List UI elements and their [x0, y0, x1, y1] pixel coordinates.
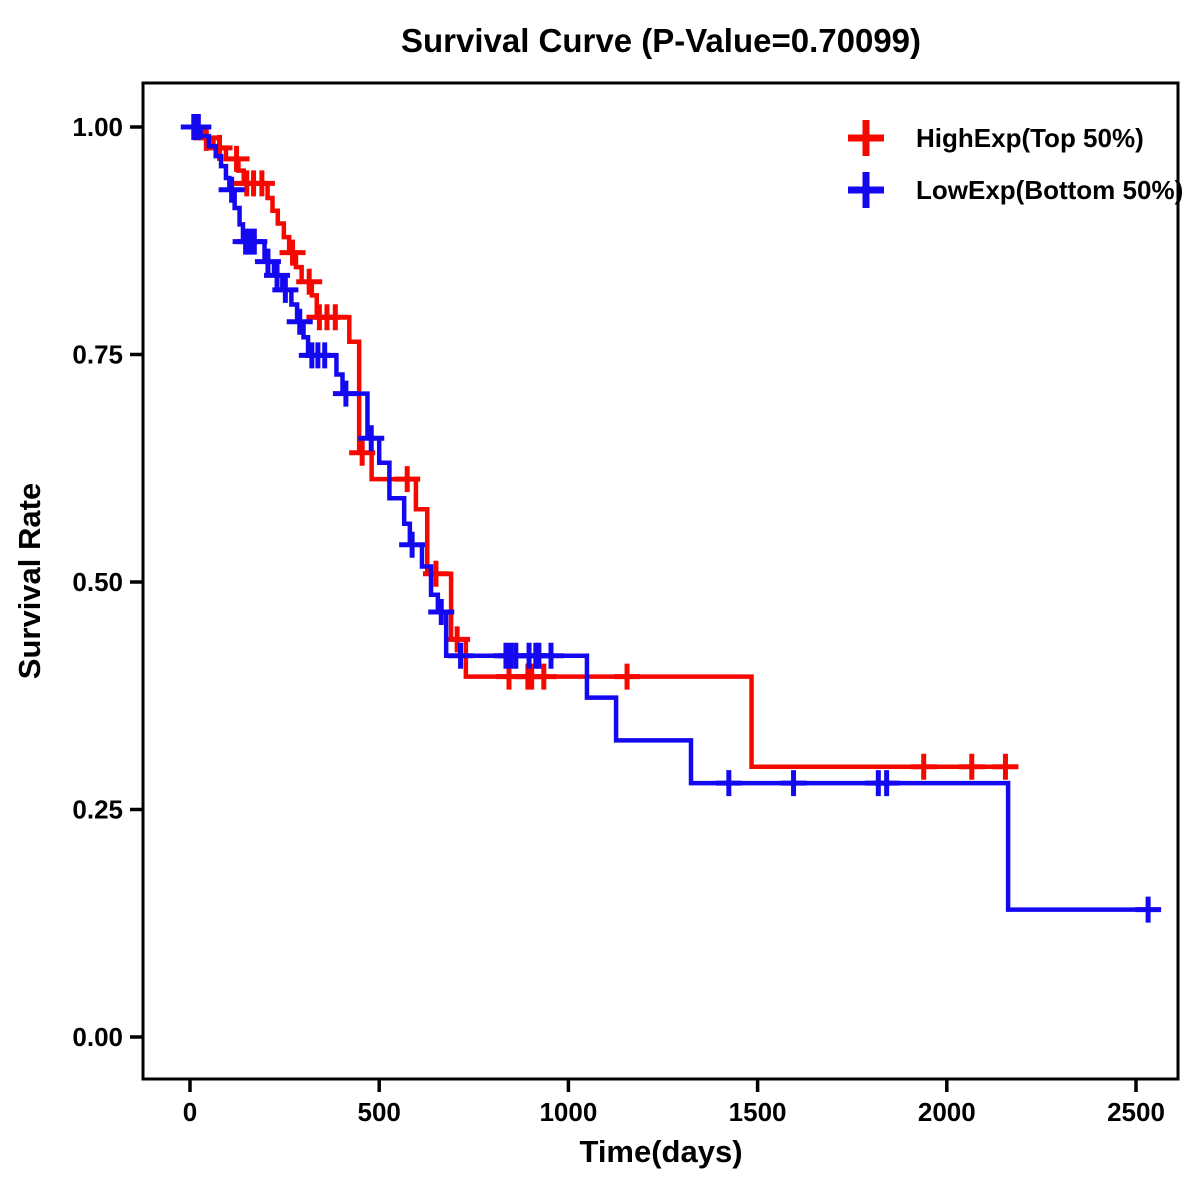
censor-mark: [286, 308, 313, 335]
censor-mark: [218, 176, 245, 203]
x-axis-tick-label: 0: [183, 1097, 197, 1127]
censor-mark: [322, 304, 349, 331]
censor-mark: [272, 276, 299, 303]
legend-marker-lowexp: [848, 172, 884, 208]
censor-mark: [537, 642, 564, 669]
legend-plus-icon: [848, 172, 884, 208]
axis-ticks: 0 500 1000 1500 2000 2500 1.00 0.75 0.50 0.25 0.00: [72, 112, 1165, 1127]
x-axis-tick-label: 500: [358, 1097, 401, 1127]
series-curves: [180, 114, 1162, 923]
x-axis-tick-label: 1000: [539, 1097, 597, 1127]
censor-mark: [254, 248, 281, 275]
censor-mark: [279, 239, 306, 266]
censor-mark: [780, 770, 807, 797]
censor-mark: [332, 380, 359, 407]
x-axis-tick-label: 2000: [918, 1097, 976, 1127]
censor-mark: [614, 663, 641, 690]
legend-label-lowexp: LowExp(Bottom 50%): [916, 175, 1183, 205]
censor-mark: [428, 599, 455, 626]
censor-mark: [296, 268, 323, 295]
censor-mark: [444, 626, 471, 653]
x-axis-label: Time(days): [579, 1134, 742, 1169]
censor-mark: [349, 439, 376, 466]
censor-mark: [715, 770, 742, 797]
censor-mark: [399, 531, 426, 558]
censor-mark: [530, 663, 557, 690]
series-curve-0: [190, 124, 1017, 769]
censor-mark: [358, 425, 385, 452]
y-axis-tick-label: 0.25: [72, 795, 123, 825]
legend: HighExp(Top 50%) LowExp(Bottom 50%): [848, 120, 1183, 208]
series-curve-1: [190, 124, 1158, 912]
y-axis-label: Survival Rate: [12, 483, 47, 679]
y-axis-tick-label: 1.00: [72, 112, 123, 142]
y-axis-tick-label: 0.00: [72, 1022, 123, 1052]
chart-title: Survival Curve (P-Value=0.70099): [401, 22, 921, 59]
x-axis-tick-label: 1500: [729, 1097, 787, 1127]
censor-mark: [958, 753, 985, 780]
censor-mark: [394, 466, 421, 493]
censor-mark: [185, 114, 212, 140]
censor-mark: [248, 170, 275, 197]
censor-mark: [311, 342, 338, 369]
legend-marker-highexp: [848, 120, 884, 156]
censor-mark: [992, 753, 1019, 780]
censor-mark: [447, 642, 474, 669]
censor-mark: [910, 753, 937, 780]
y-axis-tick-label: 0.75: [72, 340, 123, 370]
legend-label-highexp: HighExp(Top 50%): [916, 123, 1144, 153]
y-axis-tick-label: 0.50: [72, 567, 123, 597]
legend-plus-icon: [848, 120, 884, 156]
censor-mark: [223, 145, 250, 172]
x-axis-tick-label: 2500: [1107, 1097, 1165, 1127]
censor-mark: [1135, 896, 1162, 923]
censor-mark: [241, 228, 268, 255]
plot-border: [141, 81, 1180, 1081]
censor-mark: [873, 770, 900, 797]
censor-mark: [422, 560, 449, 587]
censor-mark: [264, 262, 291, 289]
